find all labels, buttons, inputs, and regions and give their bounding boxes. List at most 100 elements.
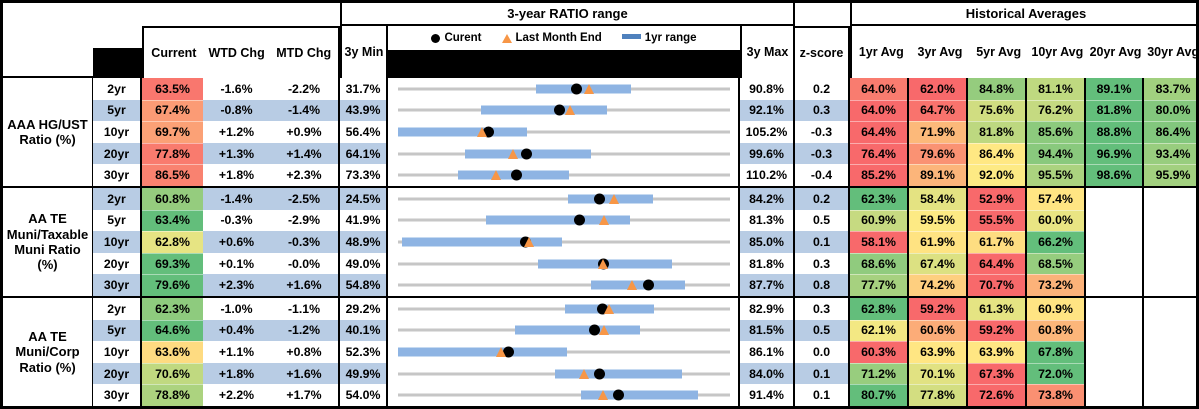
- range-track: [398, 393, 730, 397]
- min-cell: 41.9%: [340, 209, 388, 232]
- range-track: [398, 130, 730, 134]
- range-chart: [388, 274, 740, 296]
- current-dot: [503, 346, 515, 358]
- one-year-range-bar: [485, 215, 630, 225]
- range-track: [398, 240, 730, 244]
- min-cell: 54.0%: [340, 384, 388, 406]
- avg-cell-empty: [1144, 362, 1196, 385]
- table-row: 10yr 69.7% +1.2% +0.9% 56.4% 105.2% -0.3 64.4% 7…: [93, 121, 1196, 143]
- avg-cell-empty: [1144, 209, 1196, 232]
- avg-cell: 57.4%: [1027, 188, 1086, 210]
- avg-cell: 59.5%: [909, 209, 968, 232]
- avg-cell: 68.6%: [850, 252, 909, 275]
- avg-cell: 96.9%: [1086, 142, 1144, 165]
- current-cell: 60.8%: [142, 188, 203, 210]
- avg-cell: 77.7%: [850, 274, 909, 296]
- z-score-cell: 0.3: [795, 99, 850, 122]
- table-row: 5yr 67.4% -0.8% -1.4% 43.9% 92.1% 0.3 64.0% 64.7…: [93, 99, 1196, 122]
- min-cell: 24.5%: [340, 188, 388, 210]
- mtd-chg-cell: +0.8%: [270, 341, 340, 363]
- last-month-end-triangle: [599, 325, 610, 336]
- one-year-range-bar: [580, 390, 699, 400]
- min-cell: 48.9%: [340, 231, 388, 253]
- avg-cell: 58.1%: [850, 231, 909, 253]
- last-month-end-triangle: [627, 280, 638, 291]
- avg-cell: 75.6%: [968, 99, 1027, 122]
- avg-cell: 85.6%: [1027, 121, 1086, 143]
- avg-cell: 59.2%: [968, 319, 1027, 342]
- last-month-end-triangle: [598, 258, 609, 269]
- avg-cell: 59.2%: [909, 298, 968, 320]
- group-label-line: AAA HG/UST: [7, 116, 88, 132]
- avg-cell-empty: [1144, 319, 1196, 342]
- avg-cell: 62.0%: [909, 78, 968, 100]
- avg-cell-empty: [1086, 188, 1144, 210]
- avg-cell: 62.1%: [850, 319, 909, 342]
- header-20yr-avg: 20yr Avg: [1089, 45, 1142, 59]
- z-score-cell: -0.3: [795, 142, 850, 165]
- last-month-end-triangle: [583, 83, 594, 94]
- max-cell: 92.1%: [740, 99, 795, 122]
- header-10yr-avg: 10yr Avg: [1031, 45, 1084, 59]
- avg-cell: 55.5%: [968, 209, 1027, 232]
- avg-cell: 84.8%: [968, 78, 1027, 100]
- avg-cell: 60.6%: [909, 319, 968, 342]
- current-dot: [594, 368, 606, 380]
- mtd-chg-cell: -2.9%: [270, 209, 340, 232]
- avg-cell: 70.1%: [909, 362, 968, 385]
- range-chart: [388, 319, 740, 342]
- header-3yr-avg: 3yr Avg: [917, 45, 963, 59]
- z-score-cell: 0.8: [795, 274, 850, 296]
- range-chart: [388, 209, 740, 232]
- avg-cell-empty: [1086, 384, 1144, 406]
- one-year-range-bar: [480, 105, 608, 115]
- wtd-chg-cell: -1.4%: [203, 188, 270, 210]
- table-row: 30yr 86.5% +1.8% +2.3% 73.3% 110.2% -0.4 85.2% 8…: [93, 164, 1196, 186]
- wtd-chg-cell: +1.3%: [203, 142, 270, 165]
- tenor-cell: 20yr: [93, 362, 142, 385]
- last-month-end-triangle: [523, 236, 534, 247]
- avg-cell: 86.4%: [1144, 121, 1196, 143]
- z-score-cell: 0.1: [795, 231, 850, 253]
- z-score-cell: 0.1: [795, 384, 850, 406]
- avg-cell: 81.1%: [1027, 78, 1086, 100]
- header-1yr-avg: 1yr Avg: [858, 45, 904, 59]
- current-dot: [612, 389, 624, 401]
- tenor-cell: 5yr: [93, 209, 142, 232]
- avg-cell: 67.4%: [909, 252, 968, 275]
- table-row: 10yr 63.6% +1.1% +0.8% 52.3% 86.1% 0.0 60.3% 63.…: [93, 341, 1196, 363]
- last-month-end-triangle: [496, 346, 507, 357]
- range-chart: [388, 298, 740, 320]
- z-score-cell: 0.1: [795, 362, 850, 385]
- avg-cell: 71.2%: [850, 362, 909, 385]
- tenor-cell: 2yr: [93, 188, 142, 210]
- header-black-strip: [388, 50, 740, 78]
- avg-cell: 88.8%: [1086, 121, 1144, 143]
- ratio-group: AA TE Muni/Corp Ratio (%) 2yr 62.3% -1.0% -1.1…: [3, 296, 1196, 406]
- wtd-chg-cell: +2.3%: [203, 274, 270, 296]
- tenor-cell: 10yr: [93, 121, 142, 143]
- avg-cell-empty: [1144, 252, 1196, 275]
- current-cell: 63.6%: [142, 341, 203, 363]
- z-score-cell: 0.5: [795, 319, 850, 342]
- avg-cell: 64.4%: [968, 252, 1027, 275]
- mtd-chg-cell: +1.6%: [270, 274, 340, 296]
- tenor-header-black-cell: [93, 48, 142, 78]
- z-score-cell: 0.5: [795, 209, 850, 232]
- avg-cell-empty: [1086, 252, 1144, 275]
- tenor-cell: 30yr: [93, 164, 142, 186]
- current-cell: 77.8%: [142, 142, 203, 165]
- avg-cell-empty: [1086, 319, 1144, 342]
- tenor-cell: 5yr: [93, 319, 142, 342]
- group-label-line: AA TE: [28, 329, 67, 344]
- avg-cell: 76.4%: [850, 142, 909, 165]
- avg-cell: 64.0%: [850, 78, 909, 100]
- max-cell: 87.7%: [740, 274, 795, 296]
- header-current: Current: [151, 46, 197, 60]
- mtd-chg-cell: +1.4%: [270, 142, 340, 165]
- z-score-cell: 0.2: [795, 78, 850, 100]
- current-cell: 70.6%: [142, 362, 203, 385]
- avg-cell: 67.3%: [968, 362, 1027, 385]
- avg-cell: 61.9%: [909, 231, 968, 253]
